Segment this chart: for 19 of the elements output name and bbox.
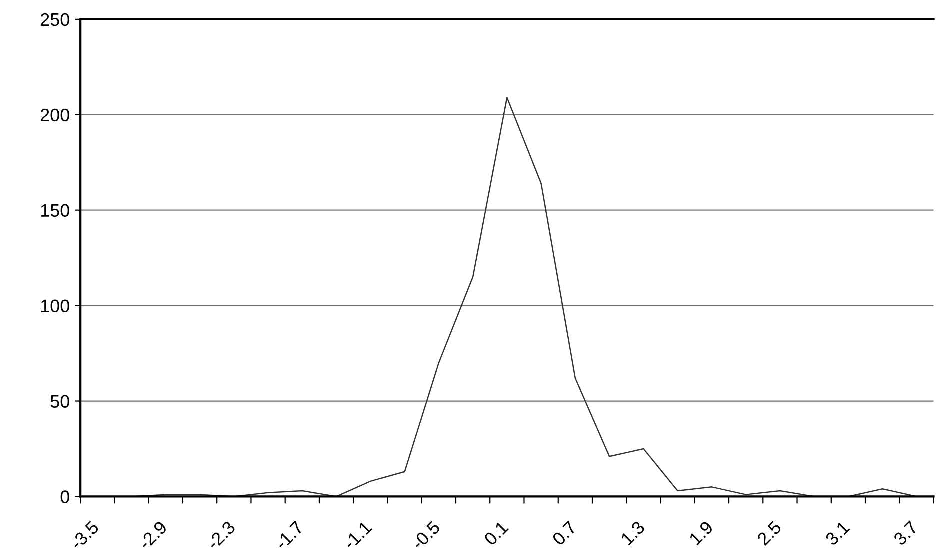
y-tick-label: 0 [60, 490, 70, 504]
y-tick-label: 200 [40, 108, 70, 122]
x-tick-label: 3.1 [824, 520, 850, 546]
x-tick-label: 0.7 [552, 520, 578, 546]
x-tick-label: 1.3 [620, 520, 646, 546]
x-tick-label: -2.3 [206, 520, 236, 550]
x-tick-label: 0.1 [483, 520, 510, 546]
x-tick-label: -1.1 [342, 520, 372, 550]
y-tick-label: 100 [41, 300, 70, 313]
x-tick-label: -3.5 [70, 520, 100, 550]
x-tick-label: -0.5 [411, 520, 441, 550]
x-tick-label: 2.5 [756, 520, 782, 546]
y-tick-label: 250 [40, 13, 70, 26]
x-tick-label: -1.7 [274, 520, 304, 550]
y-tick-label: 150 [41, 204, 70, 218]
x-tick-label: 3.7 [892, 520, 919, 546]
x-tick-label: 1.9 [688, 520, 714, 546]
y-tick-label: 50 [50, 395, 70, 408]
x-tick-label: -2.9 [138, 520, 168, 550]
